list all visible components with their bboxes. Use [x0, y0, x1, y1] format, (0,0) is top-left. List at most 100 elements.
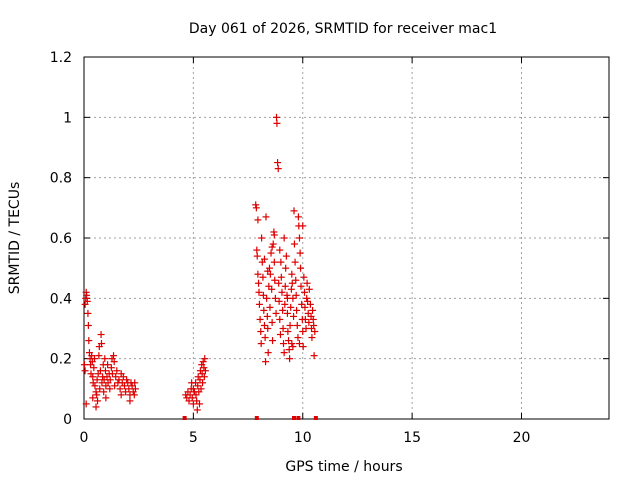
data-point [194, 382, 202, 390]
data-point [285, 346, 293, 354]
data-point [271, 276, 279, 284]
data-point [90, 364, 98, 372]
data-point [288, 340, 296, 348]
data-point [259, 291, 267, 299]
data-point [276, 246, 284, 254]
data-point [259, 273, 267, 281]
data-point [82, 400, 90, 408]
data-point [261, 334, 269, 342]
data-point [201, 355, 209, 363]
data-point [89, 373, 97, 381]
data-point [276, 331, 284, 339]
data-point [276, 315, 284, 323]
data-point [123, 376, 131, 384]
zero-marker [292, 416, 296, 420]
data-point [95, 352, 103, 360]
data-point [292, 276, 300, 284]
data-point [131, 385, 139, 393]
data-point [305, 318, 313, 326]
data-point [303, 294, 311, 302]
data-point [281, 300, 289, 308]
data-point [92, 388, 100, 396]
data-point [310, 352, 318, 360]
data-point [275, 279, 283, 287]
points-layer [80, 113, 319, 420]
data-point [101, 367, 109, 375]
data-point [125, 385, 133, 393]
data-point [116, 385, 124, 393]
y-tick-label: 0.8 [50, 171, 72, 187]
data-point [281, 282, 289, 290]
data-point [293, 306, 301, 314]
data-point [310, 321, 318, 329]
data-point [278, 288, 286, 296]
data-point [280, 234, 288, 242]
data-point [289, 343, 297, 351]
data-point [273, 119, 281, 127]
data-point [185, 397, 193, 405]
data-point [106, 385, 114, 393]
data-point [108, 370, 116, 378]
data-point [300, 273, 308, 281]
data-point [279, 325, 287, 332]
data-point [85, 337, 93, 345]
data-point [264, 349, 272, 357]
data-point [279, 306, 287, 314]
data-point [301, 303, 309, 311]
data-point [297, 264, 305, 272]
x-tick-label: 10 [294, 430, 312, 446]
data-point [260, 321, 268, 329]
data-point [117, 391, 125, 399]
data-point [268, 285, 276, 293]
data-point [263, 312, 271, 320]
data-point [83, 297, 91, 305]
grid-layer [84, 57, 609, 419]
data-point [286, 355, 294, 363]
plot-frame [83, 56, 610, 420]
data-point [274, 165, 282, 173]
data-point [309, 306, 317, 314]
data-point [298, 300, 306, 308]
data-point [93, 376, 101, 384]
data-point [280, 349, 288, 357]
data-point [188, 394, 196, 402]
data-point [283, 294, 291, 302]
data-point [91, 382, 99, 390]
data-point [120, 382, 128, 390]
data-point [305, 285, 313, 293]
data-point [277, 273, 285, 281]
y-tick-label: 0 [63, 412, 72, 428]
data-point [89, 394, 97, 402]
data-point [82, 294, 90, 302]
zero-marker [296, 416, 301, 420]
data-point [269, 337, 277, 345]
data-point [96, 385, 104, 393]
data-point [97, 331, 105, 339]
data-point [84, 321, 92, 329]
data-point [264, 267, 272, 275]
y-tick-label: 0.4 [50, 291, 72, 307]
data-point [255, 279, 263, 287]
data-point [255, 288, 263, 296]
data-point [288, 270, 296, 278]
y-axis-label: SRMTID / TECUs [7, 182, 23, 295]
data-point [199, 358, 207, 366]
data-point [253, 252, 261, 260]
data-point [275, 297, 283, 305]
data-point [290, 240, 298, 248]
data-point [188, 379, 196, 387]
data-point [126, 397, 134, 405]
ticks-layer: 0 0.2 0.4 0.6 0.8 1 1.2 0 5 10 15 20 [50, 50, 609, 446]
data-point [277, 258, 285, 266]
data-point [288, 279, 296, 287]
x-axis-label: GPS time / hours [285, 459, 402, 475]
data-point [252, 201, 260, 209]
data-point [299, 222, 307, 230]
data-point [303, 279, 311, 287]
data-point [306, 300, 314, 308]
data-point [196, 400, 203, 408]
data-point [98, 340, 105, 348]
data-point [293, 321, 301, 329]
y-tick-label: 1.2 [50, 50, 72, 66]
data-point [294, 213, 302, 221]
